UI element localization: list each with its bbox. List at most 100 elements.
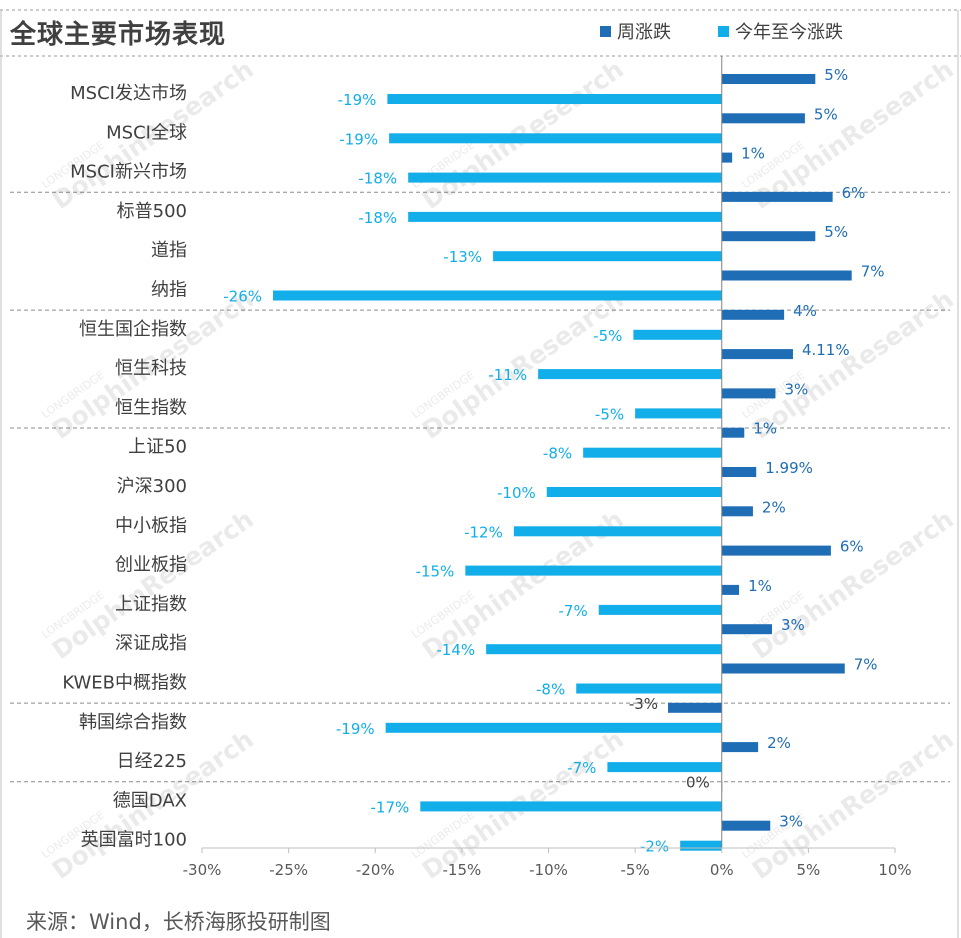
ytd-bar-7 [538,369,722,380]
weekly-value-label-14: 3% [781,616,805,634]
ytd-value-label-1: -19% [339,130,378,148]
weekly-bar-14 [721,624,772,635]
source-note: 来源：Wind，长桥海豚投研制图 [26,910,331,934]
ytd-bar-3 [408,211,722,222]
category-label-14: 深证成指 [115,633,187,654]
ytd-bar-16 [385,722,722,733]
x-tick-label-3: -15% [442,861,481,879]
ytd-bar-18 [420,801,722,812]
ytd-bar-5 [273,290,722,301]
weekly-value-label-1: 5% [814,105,838,123]
weekly-bar-12 [721,545,831,556]
category-label-3: 标普500 [117,201,187,222]
ytd-value-label-4: -13% [443,248,482,266]
ytd-value-label-3: -18% [358,209,397,227]
weekly-value-label-13: 1% [748,577,772,595]
x-tick-label-8: 10% [878,861,911,879]
ytd-value-label-19: -2% [640,838,669,856]
ytd-bar-10 [546,487,722,497]
ytd-bar-12 [465,565,722,576]
ytd-value-label-18: -17% [371,798,410,816]
category-label-1: MSCI全球 [106,122,187,143]
weekly-value-label-15: 7% [854,656,878,674]
grid-layer [0,9,961,938]
weekly-bar-15 [721,663,845,674]
weekly-bar-13 [721,584,740,595]
category-label-10: 沪深300 [117,476,187,497]
legend-item-weekly: 周涨跌 [600,18,671,44]
ytd-value-label-2: -18% [358,170,397,188]
category-label-16: 韩国综合指数 [79,712,187,733]
watermark-brand-large: DolphinResearch [747,504,959,665]
weekly-bar-9 [721,427,745,438]
category-label-12: 创业板指 [115,555,187,576]
ytd-value-label-14: -14% [436,641,475,659]
ytd-bar-15 [576,683,722,694]
ytd-value-label-11: -12% [464,523,503,541]
weekly-value-label-16: -3% [629,695,658,713]
ytd-bar-0 [387,94,722,104]
category-label-15: KWEB中概指数 [62,673,187,694]
weekly-value-label-6: 4% [793,302,817,320]
category-label-17: 日经225 [117,751,187,772]
ytd-bar-13 [598,604,722,615]
weekly-value-label-3: 6% [842,184,866,202]
legend-label-weekly: 周涨跌 [617,22,671,43]
weekly-value-label-5: 7% [861,263,885,281]
weekly-value-label-8: 3% [784,380,808,398]
weekly-value-label-7: 4.11% [802,341,850,359]
bar-layer [273,74,852,851]
ytd-value-label-7: -11% [488,366,527,384]
ytd-value-label-13: -7% [559,602,588,620]
weekly-bar-0 [721,74,816,84]
weekly-value-label-2: 1% [741,145,765,163]
ytd-value-label-9: -8% [543,445,572,463]
weekly-bar-7 [721,349,793,360]
ytd-value-label-16: -19% [336,720,375,738]
category-label-19: 英国富时100 [81,830,187,851]
ytd-bar-1 [389,133,722,144]
weekly-value-label-4: 5% [824,223,848,241]
weekly-value-label-19: 3% [779,813,803,831]
x-tick-label-1: -25% [269,861,308,879]
weekly-value-label-0: 5% [824,66,848,84]
weekly-bar-8 [721,388,776,399]
x-tick-label-6: 0% [710,861,734,879]
watermark-brand-large: DolphinResearch [747,284,959,445]
weekly-bar-17 [721,742,759,753]
ytd-bar-14 [486,644,722,655]
axis-layer: -30% -25% -20% -15% -10% -5% 0% 5% 10% [183,56,912,879]
ytd-bar-11 [513,526,722,537]
weekly-bar-3 [721,191,833,202]
ytd-value-label-6: -5% [593,327,622,345]
ytd-bar-17 [607,762,722,773]
weekly-value-label-10: 1.99% [765,459,813,477]
category-label-8: 恒生指数 [115,397,187,418]
x-tick-label-7: 5% [796,861,820,879]
weekly-value-label-17: 2% [767,734,791,752]
weekly-bar-16 [668,702,722,713]
weekly-bar-6 [721,309,785,320]
ytd-value-label-12: -15% [416,563,455,581]
legend-swatch-ytd [718,25,729,37]
legend-item-ytd: 今年至今涨跌 [718,18,843,44]
ytd-bar-19 [680,840,722,851]
category-label-13: 上证指数 [115,594,187,615]
weekly-bar-4 [721,231,816,242]
category-label-0: MSCI发达市场 [70,83,187,104]
category-label-7: 恒生科技 [115,358,187,379]
ytd-bar-6 [633,329,722,340]
ytd-bar-8 [635,408,722,419]
category-label-18: 德国DAX [113,790,187,811]
ytd-value-label-0: -19% [338,91,377,109]
category-label-4: 道指 [151,240,187,261]
category-label-9: 上证50 [128,437,187,458]
legend-label-ytd: 今年至今涨跌 [735,22,843,43]
label-layer: MSCI发达市场 5% -19% MSCI全球 5% -19% MSCI新兴市场 1% -18%… [62,66,884,856]
weekly-bar-10 [721,467,757,477]
